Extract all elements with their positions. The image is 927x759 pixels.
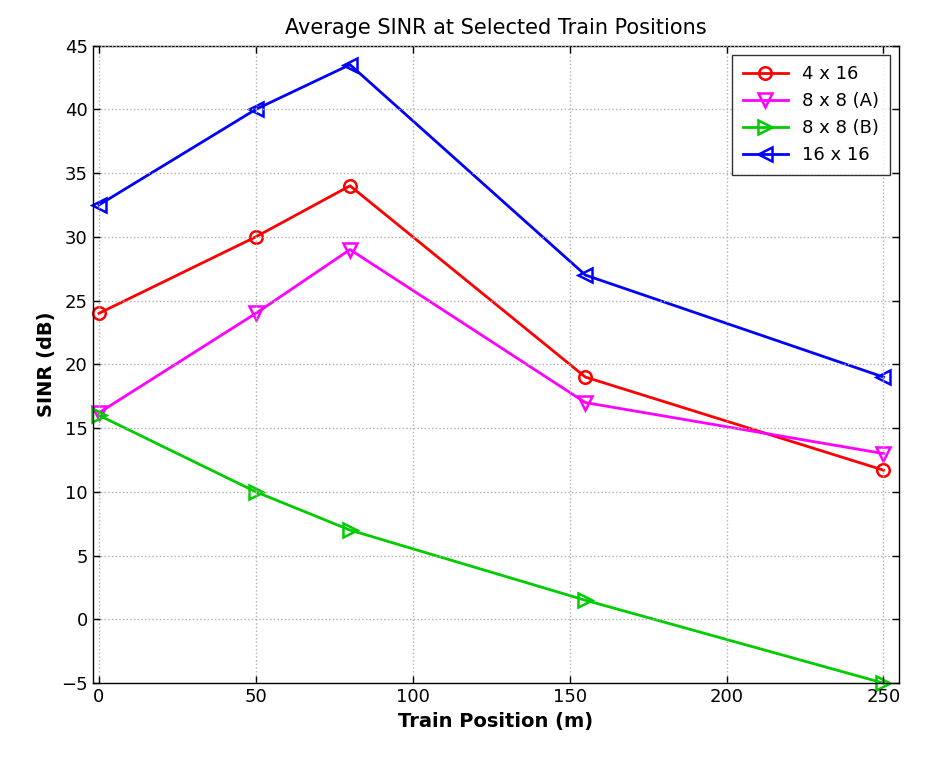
Legend: 4 x 16, 8 x 8 (A), 8 x 8 (B), 16 x 16: 4 x 16, 8 x 8 (A), 8 x 8 (B), 16 x 16 bbox=[732, 55, 890, 175]
4 x 16 bbox=[94, 309, 105, 318]
Line: 4 x 16: 4 x 16 bbox=[93, 180, 890, 477]
16 x 16 bbox=[345, 60, 356, 69]
16 x 16 bbox=[94, 200, 105, 209]
8 x 8 (B) bbox=[250, 487, 261, 496]
4 x 16 bbox=[579, 373, 590, 382]
X-axis label: Train Position (m): Train Position (m) bbox=[399, 711, 593, 730]
8 x 8 (A) bbox=[345, 245, 356, 254]
16 x 16 bbox=[878, 373, 889, 382]
8 x 8 (A) bbox=[878, 449, 889, 458]
4 x 16 bbox=[878, 465, 889, 474]
Line: 8 x 8 (B): 8 x 8 (B) bbox=[92, 408, 891, 690]
Title: Average SINR at Selected Train Positions: Average SINR at Selected Train Positions bbox=[286, 18, 706, 39]
8 x 8 (A) bbox=[579, 398, 590, 407]
Y-axis label: SINR (dB): SINR (dB) bbox=[37, 312, 56, 417]
8 x 8 (B) bbox=[878, 679, 889, 688]
Line: 16 x 16: 16 x 16 bbox=[92, 58, 891, 384]
8 x 8 (A) bbox=[250, 309, 261, 318]
16 x 16 bbox=[579, 270, 590, 279]
8 x 8 (B) bbox=[94, 411, 105, 420]
8 x 8 (A) bbox=[94, 408, 105, 417]
Line: 8 x 8 (A): 8 x 8 (A) bbox=[92, 243, 891, 461]
8 x 8 (B) bbox=[579, 596, 590, 605]
4 x 16 bbox=[345, 181, 356, 191]
16 x 16 bbox=[250, 105, 261, 114]
4 x 16 bbox=[250, 232, 261, 241]
8 x 8 (B) bbox=[345, 525, 356, 534]
